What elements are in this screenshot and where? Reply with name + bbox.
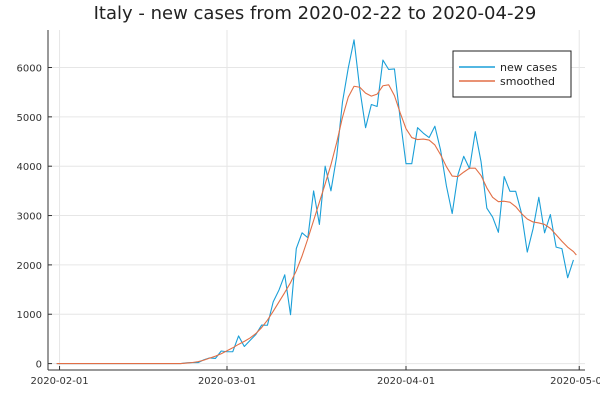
series xyxy=(56,39,577,365)
legend-label-new-cases: new cases xyxy=(500,61,558,74)
x-tick-label: 2020-05-01 xyxy=(550,376,600,387)
legend: new cases smoothed xyxy=(452,50,572,98)
x-tick-label: 2020-02-01 xyxy=(30,376,88,387)
x-tick-label: 2020-03-01 xyxy=(198,376,256,387)
y-tick-label: 0 xyxy=(36,360,42,371)
grid xyxy=(48,30,585,370)
y-tick-label: 5000 xyxy=(17,113,42,124)
chart-title: Italy - new cases from 2020-02-22 to 202… xyxy=(94,3,537,24)
series-line-smoothed xyxy=(56,84,577,365)
x-tick-label: 2020-04-01 xyxy=(377,376,435,387)
legend-label-smoothed: smoothed xyxy=(500,75,555,88)
legend-box xyxy=(452,50,572,98)
y-tick-label: 1000 xyxy=(17,310,42,321)
axes: 0 1000 2000 3000 4000 5000 6000 2020-02-01 2020-… xyxy=(17,30,600,387)
series-line-new-cases xyxy=(56,39,574,365)
y-tick-label: 6000 xyxy=(17,64,42,75)
y-tick-label: 3000 xyxy=(17,212,42,223)
y-tick-label: 2000 xyxy=(17,261,42,272)
y-tick-label: 4000 xyxy=(17,162,42,173)
